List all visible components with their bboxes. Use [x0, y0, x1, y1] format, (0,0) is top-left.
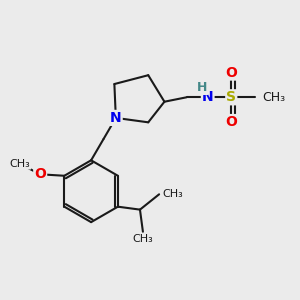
Text: N: N	[202, 90, 214, 104]
Text: O: O	[34, 167, 46, 181]
Text: H: H	[197, 81, 208, 94]
Text: CH₃: CH₃	[133, 234, 153, 244]
Text: O: O	[225, 115, 237, 129]
Text: N: N	[110, 111, 122, 125]
Text: S: S	[226, 90, 236, 104]
Text: CH₃: CH₃	[10, 159, 31, 169]
Text: CH₃: CH₃	[162, 189, 183, 199]
Text: O: O	[225, 66, 237, 80]
Text: CH₃: CH₃	[262, 91, 285, 104]
